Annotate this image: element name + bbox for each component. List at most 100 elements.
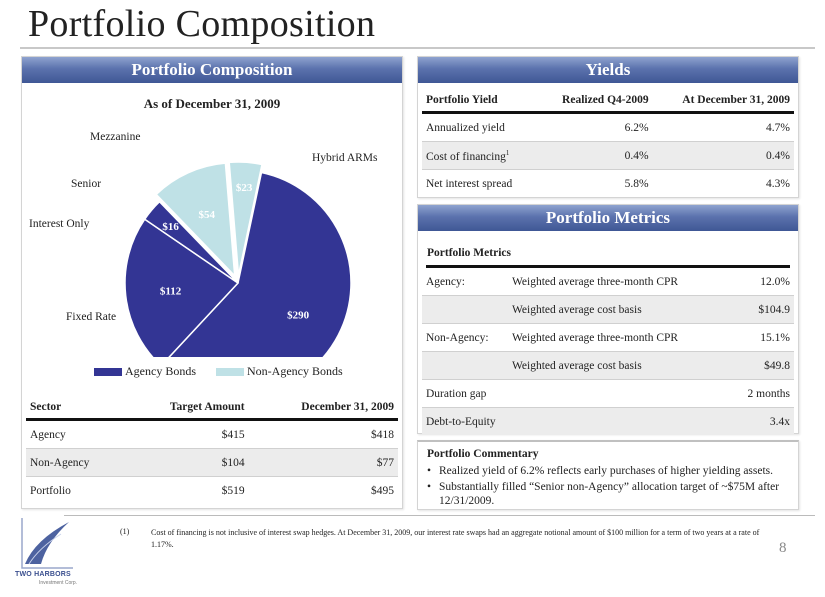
cell: Duration gap: [422, 379, 704, 408]
cell: 2 months: [704, 379, 794, 408]
cell: [422, 295, 508, 324]
legend-non-agency: Non-Agency Bonds: [216, 364, 343, 379]
portfolio-metrics-panel: Portfolio Metrics Portfolio Metrics Agen…: [417, 204, 799, 435]
cell: 5.8%: [624, 177, 649, 190]
label-hybrid-arms: Hybrid ARMs: [312, 152, 378, 164]
cell: Weighted average cost basis: [508, 295, 704, 324]
pie-chart: $290 $112 $16 $54 $23: [124, 161, 352, 357]
bullet-text: Realized yield of 6.2% reflects early pu…: [439, 465, 774, 477]
legend-swatch-agency: [94, 367, 122, 376]
cell: 0.4%: [652, 141, 794, 170]
commentary-bullet: • Realized yield of 6.2% reflects early …: [427, 464, 789, 478]
cell: $77: [248, 448, 398, 477]
yields-header: Yields: [418, 57, 798, 83]
table-row: Agency: Weighted average three-month CPR…: [422, 268, 794, 296]
cell: Weighted average three-month CPR: [508, 268, 704, 296]
table-row: Weighted average cost basis $104.9: [422, 295, 794, 324]
legend-swatch-non-agency: [216, 367, 244, 376]
col-dec: December 31, 2009: [248, 396, 398, 421]
pie-value-label: $290: [287, 309, 310, 321]
commentary-panel: Portfolio Commentary • Realized yield of…: [417, 440, 799, 510]
table-row: Net interest spread 5.8% 4.3%: [422, 170, 794, 198]
page-title: Portfolio Composition: [28, 3, 376, 45]
legend-agency: Agency Bonds: [94, 364, 196, 379]
cell: Weighted average three-month CPR: [508, 323, 704, 352]
cell: $418: [248, 419, 398, 449]
cell: Weighted average cost basis: [508, 351, 704, 380]
col-realized-q4: Realized Q4-2009: [537, 89, 653, 114]
pie-value-label: $23: [236, 182, 253, 194]
commentary-bullet: • Substantially filled “Senior non-Agenc…: [427, 480, 789, 508]
footnote-marker: (1): [120, 527, 130, 536]
cell: 15.1%: [704, 323, 794, 352]
cell: 4.7%: [652, 112, 794, 142]
label-senior: Senior: [71, 178, 102, 190]
bullet-icon: •: [427, 465, 432, 477]
metrics-table: Agency: Weighted average three-month CPR…: [422, 268, 794, 435]
logo-name: TWO HARBORS: [15, 571, 71, 578]
sector-table: Sector Target Amount December 31, 2009 A…: [26, 396, 398, 504]
commentary-title: Portfolio Commentary: [427, 448, 539, 460]
cell: $519: [221, 484, 245, 497]
table-row: Duration gap 2 months: [422, 379, 794, 408]
table-row: Cost of financing1 0.4% 0.4%: [422, 141, 794, 170]
metrics-rule: [426, 265, 790, 268]
table-row: Non-Agency: Weighted average three-month…: [422, 323, 794, 352]
cell: Portfolio: [30, 484, 71, 497]
pie-value-label: $112: [160, 286, 182, 298]
pie-slice-fixed-rate: [124, 218, 240, 357]
cell: $415: [125, 419, 249, 449]
footer-divider: [64, 515, 815, 516]
cell: 4.3%: [766, 177, 790, 190]
logo-subtitle: Investment Corp.: [39, 580, 78, 586]
cell: Agency:: [422, 268, 508, 296]
title-divider: [20, 47, 815, 49]
cell: $49.8: [704, 351, 794, 380]
col-at-dec: At December 31, 2009: [652, 89, 794, 114]
cell: $104.9: [704, 295, 794, 324]
pie-value-label: $54: [198, 209, 215, 221]
metrics-header: Portfolio Metrics: [418, 205, 798, 231]
cell: 6.2%: [537, 112, 653, 142]
pie-slice-senior: [155, 162, 236, 278]
table-row: Portfolio $519 $495: [26, 477, 398, 505]
cell: Debt-to-Equity: [422, 407, 704, 435]
cell: Annualized yield: [422, 112, 538, 142]
cell: Agency: [26, 419, 126, 449]
table-row: Annualized yield 6.2% 4.7%: [422, 112, 794, 142]
two-harbors-logo-icon: [17, 518, 75, 570]
metrics-subheader: Portfolio Metrics: [427, 247, 511, 259]
footnote-ref: 1: [505, 148, 510, 157]
cell: 3.4x: [704, 407, 794, 435]
cell: $495: [371, 484, 394, 497]
label-interest-only: Interest Only: [29, 218, 90, 230]
yields-table: Portfolio Yield Realized Q4-2009 At Dece…: [422, 89, 794, 197]
cell: Net interest spread: [426, 177, 513, 190]
cell: [422, 351, 508, 380]
table-row: Weighted average cost basis $49.8: [422, 351, 794, 380]
label-mezzanine: Mezzanine: [90, 131, 141, 143]
bullet-icon: •: [427, 481, 432, 493]
footnote-text: Cost of financing is not inclusive of in…: [151, 528, 760, 549]
chart-title: As of December 31, 2009: [143, 96, 281, 111]
table-row: Debt-to-Equity 3.4x: [422, 407, 794, 435]
sector-table-header: Sector Target Amount December 31, 2009: [26, 396, 398, 421]
table-row: Agency $415 $418: [26, 419, 398, 449]
page-number: 8: [779, 540, 787, 556]
composition-header: Portfolio Composition: [22, 57, 402, 83]
cell: $104: [125, 448, 249, 477]
col-target: Target Amount: [125, 396, 249, 421]
legend-label-agency: Agency Bonds: [125, 364, 196, 378]
yields-table-header: Portfolio Yield Realized Q4-2009 At Dece…: [422, 89, 794, 114]
table-row: Non-Agency $104 $77: [26, 448, 398, 477]
pie-slice-mezzanine: [228, 161, 263, 276]
yields-panel: Yields Portfolio Yield Realized Q4-2009 …: [417, 56, 799, 198]
label-fixed-rate: Fixed Rate: [66, 311, 117, 323]
cell: Non-Agency: [26, 448, 126, 477]
cell: 0.4%: [537, 141, 653, 170]
pie-slice-interest-only: [143, 200, 239, 284]
cost-of-financing-label: Cost of financing: [426, 150, 506, 163]
pie-value-label: $16: [162, 221, 179, 233]
legend-label-non-agency: Non-Agency Bonds: [247, 364, 343, 378]
col-portfolio-yield: Portfolio Yield: [422, 89, 538, 114]
